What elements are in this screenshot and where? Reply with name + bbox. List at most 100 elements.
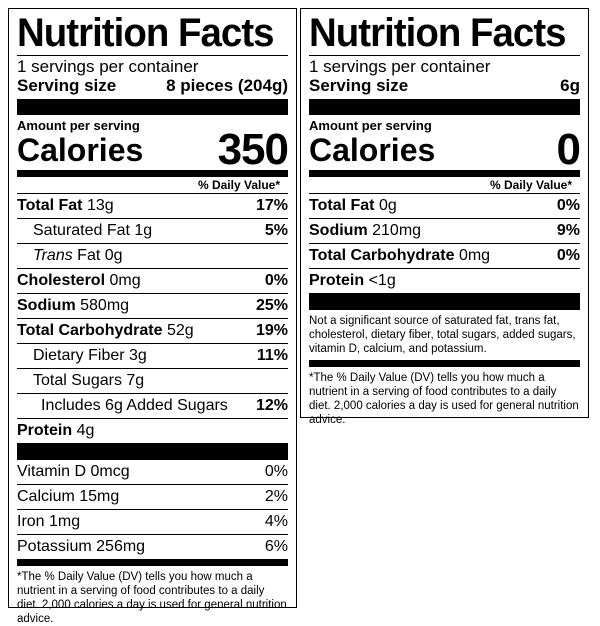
nutrient-amount: 52g <box>166 322 194 339</box>
nutrient-row-added-sugars: Includes 6g Added Sugars 12% <box>17 394 288 419</box>
nutrient-row-cholesterol: Cholesterol 0mg 0% <box>17 269 288 294</box>
daily-value-header: % Daily Value* <box>309 177 580 194</box>
nutrient-label: Total Carbohydrate <box>17 322 163 339</box>
nutrient-amount: 0g <box>104 247 123 264</box>
nutrient-percent: 0% <box>556 197 580 214</box>
nutrient-label: Trans <box>33 247 73 264</box>
servings-per-container: 1 servings per container <box>17 55 288 76</box>
nutrient-label: Total Fat <box>17 197 83 214</box>
nutrient-amount: 1g <box>134 222 153 239</box>
vitamin-row-iron: Iron 1mg 4% <box>17 510 288 535</box>
vitamin-row-vitamin-d: Vitamin D 0mcg 0% <box>17 460 288 485</box>
nutrient-percent: 19% <box>255 322 288 339</box>
nutrient-label: Protein <box>309 272 365 289</box>
nutrient-amount: 0mg <box>458 247 491 264</box>
nutrient-amount: <1g <box>368 272 396 289</box>
nutrient-amount: 210mg <box>372 222 422 239</box>
nutrient-amount: 13g <box>86 197 114 214</box>
daily-value-footnote: *The % Daily Value (DV) tells you how mu… <box>17 571 287 625</box>
divider-thick <box>17 443 288 460</box>
nutrient-row-sodium: Sodium 210mg 9% <box>309 219 580 244</box>
nutrient-row-total-fat: Total Fat 13g 17% <box>17 194 288 219</box>
nutrient-label: Includes 6g Added Sugars <box>41 397 228 414</box>
divider-thick <box>309 99 580 115</box>
nutrient-percent: 0% <box>556 247 580 264</box>
nutrient-row-protein: Protein 4g <box>17 419 288 443</box>
nutrient-percent: 17% <box>255 197 288 214</box>
nutrient-amount: 580mg <box>80 297 130 314</box>
nutrient-label: Protein <box>17 422 73 439</box>
vitamin-percent: 2% <box>264 488 288 505</box>
nutrient-row-total-carbohydrate: Total Carbohydrate 52g 19% <box>17 319 288 344</box>
vitamin-label: Iron <box>17 513 45 530</box>
nutrient-label-rest: Fat <box>72 247 101 264</box>
nutrient-percent: 12% <box>255 397 288 414</box>
nutrition-label-left: Nutrition Facts 1 servings per container… <box>8 8 297 625</box>
nutrient-percent: 25% <box>255 297 288 314</box>
nutrient-percent: 9% <box>556 222 580 239</box>
calories-row: Calories 0 <box>309 125 582 174</box>
divider-medium <box>17 559 288 566</box>
nutrition-label-right: Nutrition Facts 1 servings per container… <box>300 8 589 426</box>
nutrient-row-total-fat: Total Fat 0g 0% <box>309 194 580 219</box>
daily-value-header: % Daily Value* <box>17 177 288 194</box>
nutrient-amount: 3g <box>129 347 147 364</box>
vitamin-amount: 256mg <box>96 538 146 555</box>
vitamin-label: Vitamin D <box>17 463 87 480</box>
nutrient-label: Total Fat <box>309 197 375 214</box>
calories-label: Calories <box>309 132 436 168</box>
nutrient-percent: 0% <box>264 272 288 289</box>
vitamin-row-potassium: Potassium 256mg 6% <box>17 535 288 559</box>
nutrient-row-protein: Protein <1g <box>309 269 580 293</box>
amount-per-serving: Amount per serving <box>17 118 140 133</box>
nutrient-label: Dietary Fiber <box>33 347 125 364</box>
amount-per-serving: Amount per serving <box>309 118 432 133</box>
not-significant-note: Not a significant source of saturated fa… <box>309 315 576 355</box>
calories-value: 0 <box>556 125 582 174</box>
vitamin-amount: 15mg <box>79 488 120 505</box>
nutrient-label: Total Sugars <box>33 372 122 389</box>
nutrient-row-trans-fat: Trans Fat 0g <box>17 244 288 269</box>
serving-size-value: 8 pieces (204g) <box>166 76 288 95</box>
label-title: Nutrition Facts <box>309 11 567 55</box>
divider-thick <box>309 293 580 310</box>
servings-per-container: 1 servings per container <box>309 55 580 76</box>
calories-row: Calories 350 <box>17 125 289 174</box>
divider-thick <box>17 99 288 115</box>
serving-size-label: Serving size <box>17 76 117 95</box>
nutrient-label: Total Carbohydrate <box>309 247 455 264</box>
vitamin-percent: 4% <box>264 513 288 530</box>
vitamin-row-calcium: Calcium 15mg 2% <box>17 485 288 510</box>
nutrient-label: Saturated Fat <box>33 222 130 239</box>
vitamin-label: Calcium <box>17 488 75 505</box>
nutrient-percent: 11% <box>256 347 288 364</box>
nutrient-row-saturated-fat: Saturated Fat 1g 5% <box>17 219 288 244</box>
serving-size-value: 6g <box>560 76 580 95</box>
nutrient-percent: 5% <box>264 222 288 239</box>
nutrient-row-dietary-fiber: Dietary Fiber 3g 11% <box>17 344 288 369</box>
serving-size-label: Serving size <box>309 76 409 95</box>
nutrient-amount: 0g <box>378 197 397 214</box>
nutrient-amount: 4g <box>76 422 95 439</box>
divider-medium <box>309 360 580 367</box>
vitamin-amount: 1mg <box>49 513 81 530</box>
label-title: Nutrition Facts <box>17 11 275 55</box>
vitamin-amount: 0mcg <box>90 463 130 480</box>
nutrient-label: Sodium <box>17 297 76 314</box>
divider-medium <box>309 170 580 177</box>
nutrient-row-total-carbohydrate: Total Carbohydrate 0mg 0% <box>309 244 580 269</box>
serving-size-row: Serving size 8 pieces (204g) <box>17 76 288 96</box>
nutrient-label: Cholesterol <box>17 272 106 289</box>
nutrient-amount: 7g <box>126 372 145 389</box>
serving-size-row: Serving size 6g <box>309 76 580 96</box>
vitamin-percent: 6% <box>264 538 288 555</box>
calories-value: 350 <box>217 125 289 174</box>
calories-label: Calories <box>17 132 144 168</box>
daily-value-footnote: *The % Daily Value (DV) tells you how mu… <box>309 372 579 426</box>
divider-medium <box>17 170 288 177</box>
nutrient-row-sodium: Sodium 580mg 25% <box>17 294 288 319</box>
nutrient-amount: 0mg <box>109 272 141 289</box>
vitamin-label: Potassium <box>17 538 92 555</box>
nutrient-row-total-sugars: Total Sugars 7g <box>17 369 288 394</box>
vitamin-percent: 0% <box>264 463 288 480</box>
